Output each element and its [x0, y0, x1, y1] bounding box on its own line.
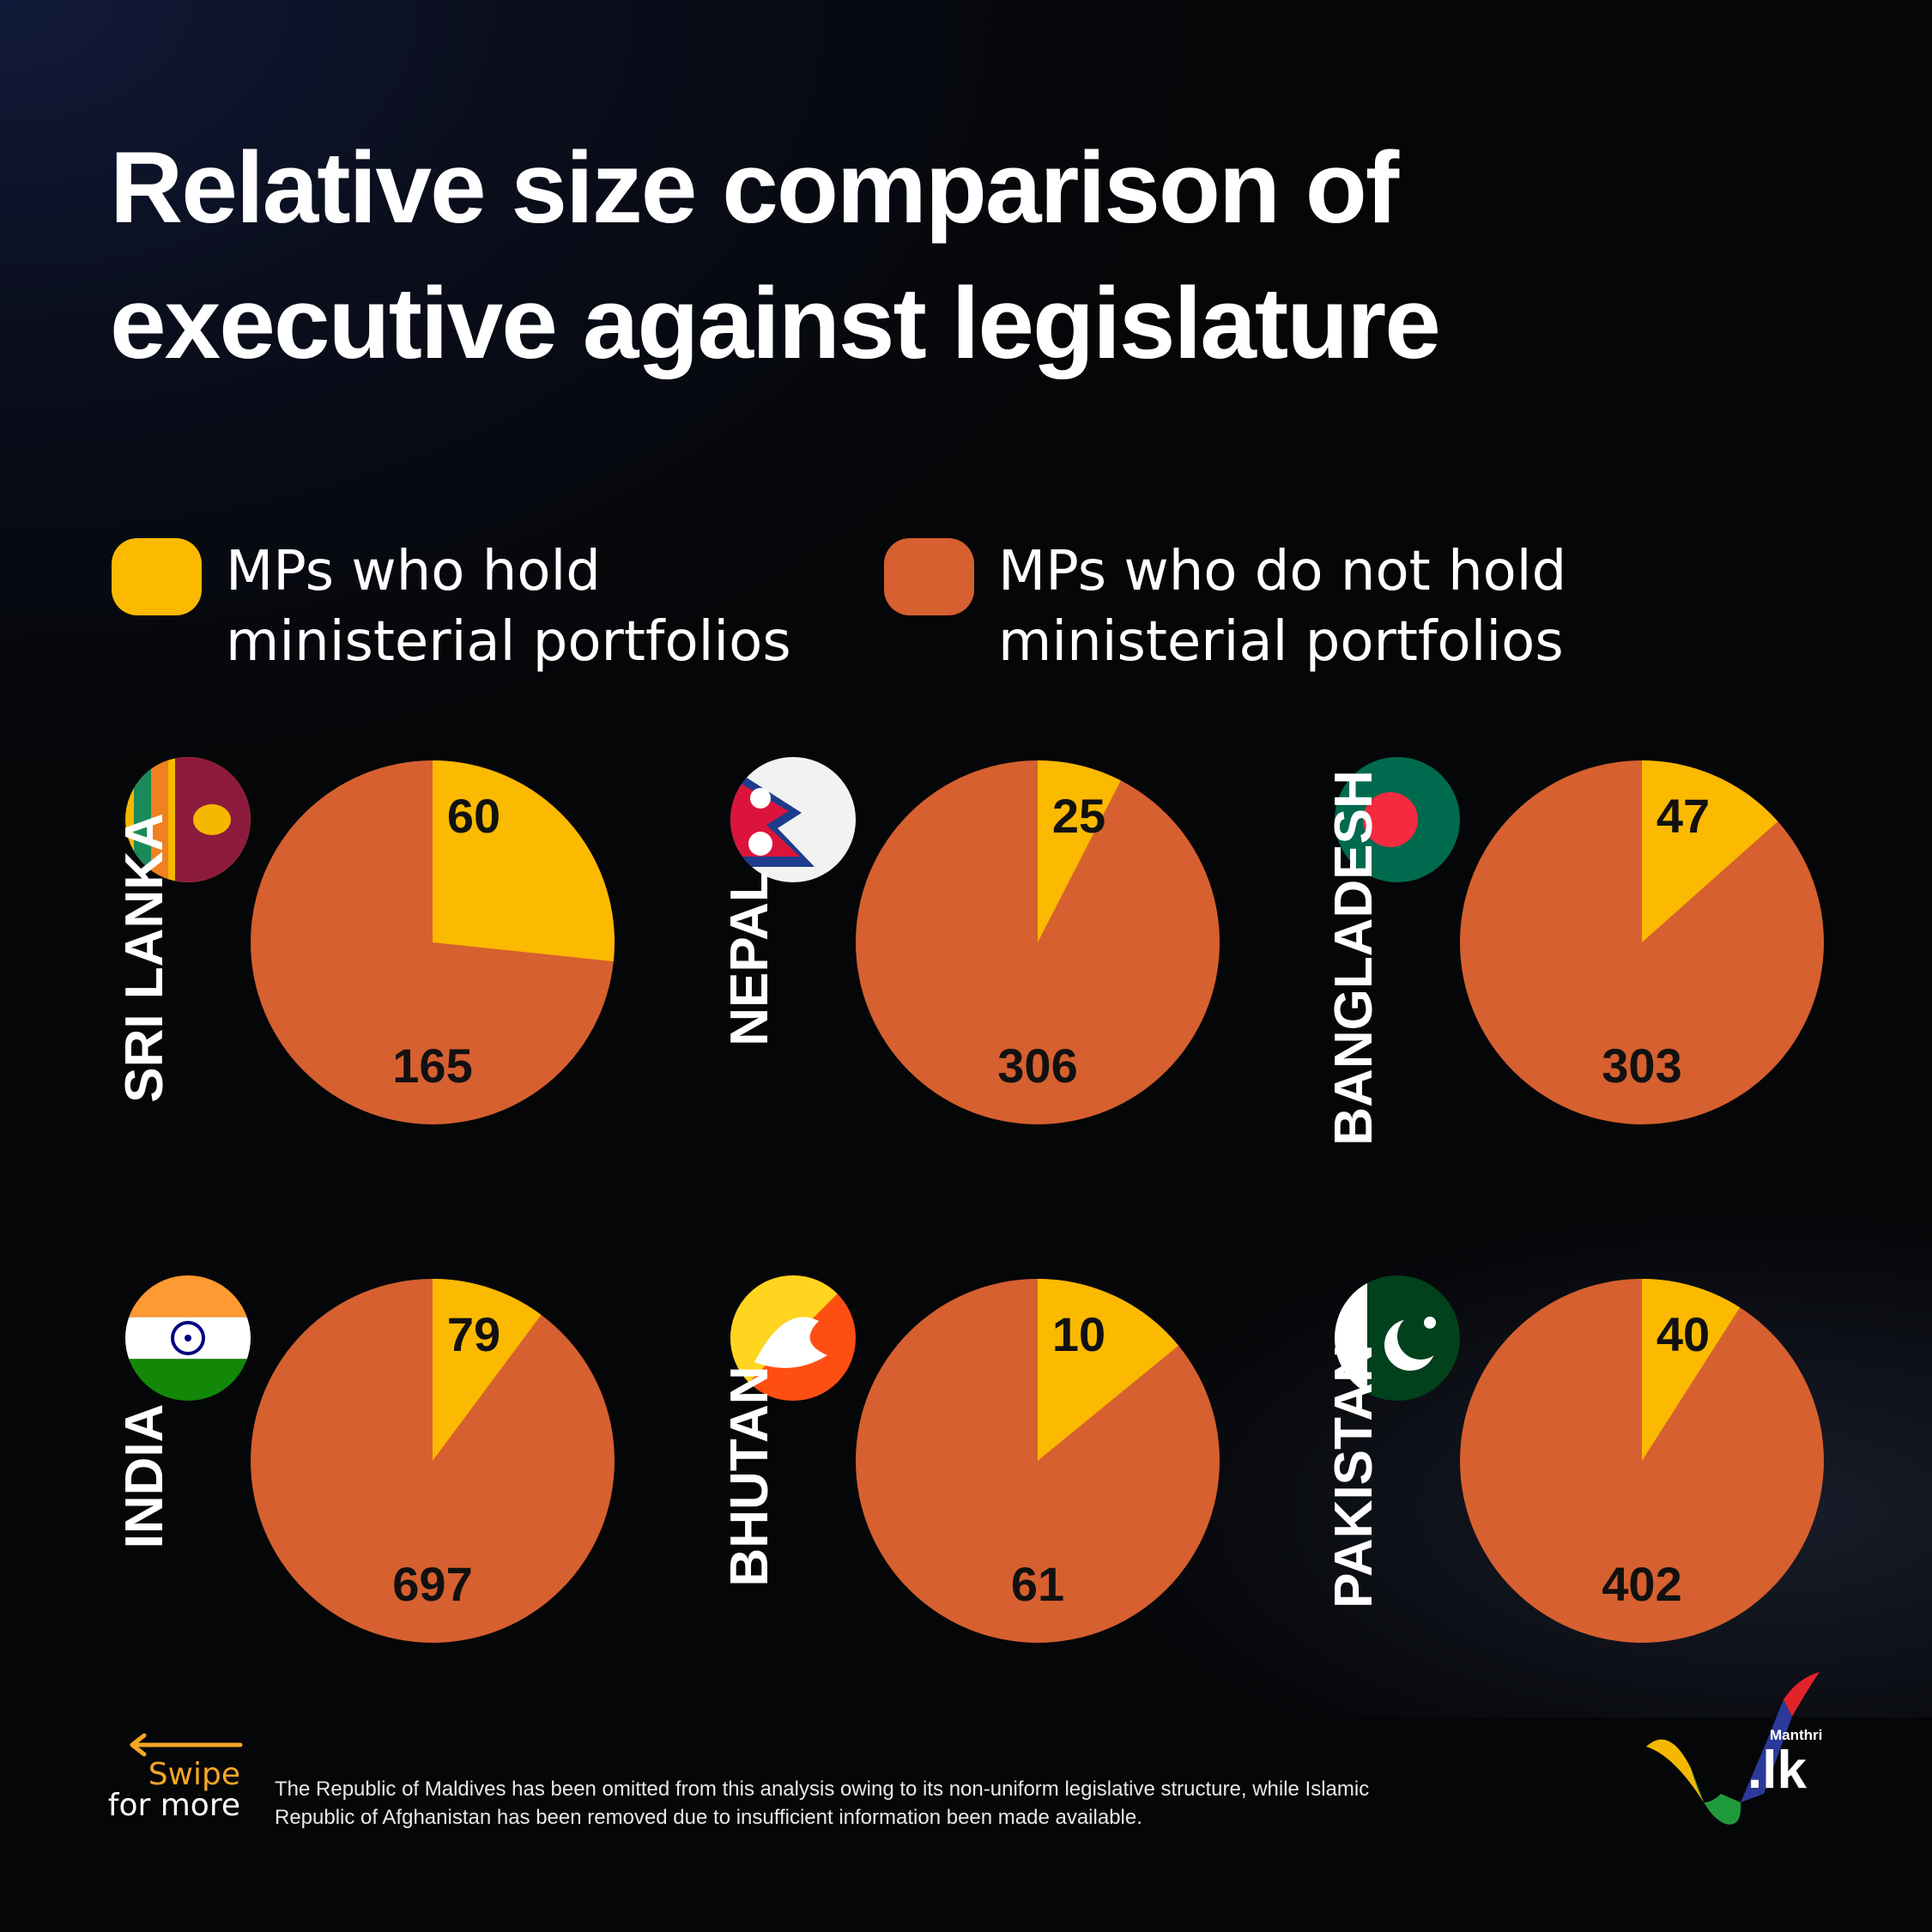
swipe-text-line-2: for more [107, 1788, 240, 1823]
pie-chart-bhutan: 10 61 BHUTAN [720, 1275, 1220, 1643]
footnote: The Republic of Maldives has been omitte… [275, 1778, 1370, 1829]
pie-chart-nepal: 25 306 NEPAL [720, 757, 1220, 1124]
pie-chart-sri-lanka: 60 165 SRI LANKA [115, 757, 615, 1124]
data-label-ministers-pakistan: 40 [1656, 1307, 1710, 1361]
pie-chart-bangladesh: 47 303 BANGLADESH [1324, 757, 1824, 1146]
data-label-ministers-bangladesh: 47 [1656, 789, 1710, 843]
pie-slice-ministers-nepal [1038, 760, 1121, 942]
pie-slice-ministers-pakistan [1642, 1279, 1741, 1461]
pie-slice-ministers-bhutan [1038, 1279, 1179, 1461]
page-title: Relative size comparison of executive ag… [110, 120, 1741, 391]
country-label-bangladesh: BANGLADESH [1324, 770, 1384, 1145]
country-label-nepal: NEPAL [720, 869, 779, 1046]
data-label-non-ministers-bhutan: 61 [1011, 1557, 1064, 1611]
data-label-ministers-india: 79 [447, 1307, 500, 1361]
india-flag-icon [125, 1275, 251, 1401]
pie-slice-ministers-india [433, 1279, 542, 1461]
pakistan-flag-icon [1335, 1275, 1460, 1401]
legend-swatch-non-ministers [884, 538, 974, 615]
legend-label-non-ministers: MPs who do not hold ministerial portfoli… [998, 540, 1567, 674]
data-label-non-ministers-nepal: 306 [997, 1039, 1077, 1093]
country-label-bhutan: BHUTAN [720, 1366, 779, 1586]
data-label-non-ministers-india: 697 [392, 1557, 472, 1611]
legend-label-ministers: MPs who hold ministerial portfolios [226, 540, 791, 674]
data-label-non-ministers-pakistan: 402 [1602, 1557, 1681, 1611]
arrow-left-icon[interactable] [129, 1732, 245, 1758]
manthri-check-logo [1646, 1672, 1820, 1825]
bangladesh-flag-icon [1335, 757, 1460, 882]
country-label-sri-lanka: SRI LANKA [115, 813, 174, 1103]
logo-small-text: Manthri [1770, 1727, 1823, 1743]
swipe-text-line-1: Swipe [148, 1757, 240, 1792]
country-label-india: INDIA [115, 1404, 174, 1549]
data-label-non-ministers-sri-lanka: 165 [392, 1039, 472, 1093]
data-label-ministers-sri-lanka: 60 [447, 789, 500, 843]
nepal-flag-icon [730, 757, 856, 882]
pie-slice-ministers-bangladesh [1642, 760, 1778, 942]
data-label-non-ministers-bangladesh: 303 [1602, 1039, 1681, 1093]
data-label-ministers-bhutan: 10 [1052, 1307, 1105, 1361]
title-line-1: Relative size comparison of [110, 131, 1399, 245]
bhutan-flag-icon [730, 1275, 856, 1401]
logo-domain-text: .lk [1747, 1741, 1807, 1800]
swipe-hint[interactable]: Swipe for more [107, 1759, 240, 1821]
title-line-2: executive against legislature [110, 267, 1441, 380]
legend-swatch-ministers [112, 538, 202, 615]
pie-slice-ministers-sri-lanka [433, 760, 615, 962]
legend-item-non-ministers: MPs who do not hold ministerial portfoli… [884, 536, 1685, 677]
pie-chart-india: 79 697 INDIA [115, 1275, 615, 1643]
data-label-ministers-nepal: 25 [1052, 789, 1105, 843]
country-label-pakistan: PAKISTAN [1324, 1344, 1384, 1608]
pie-chart-pakistan: 40 402 PAKISTAN [1324, 1275, 1824, 1643]
legend-item-ministers: MPs who hold ministerial portfolios [112, 536, 912, 677]
